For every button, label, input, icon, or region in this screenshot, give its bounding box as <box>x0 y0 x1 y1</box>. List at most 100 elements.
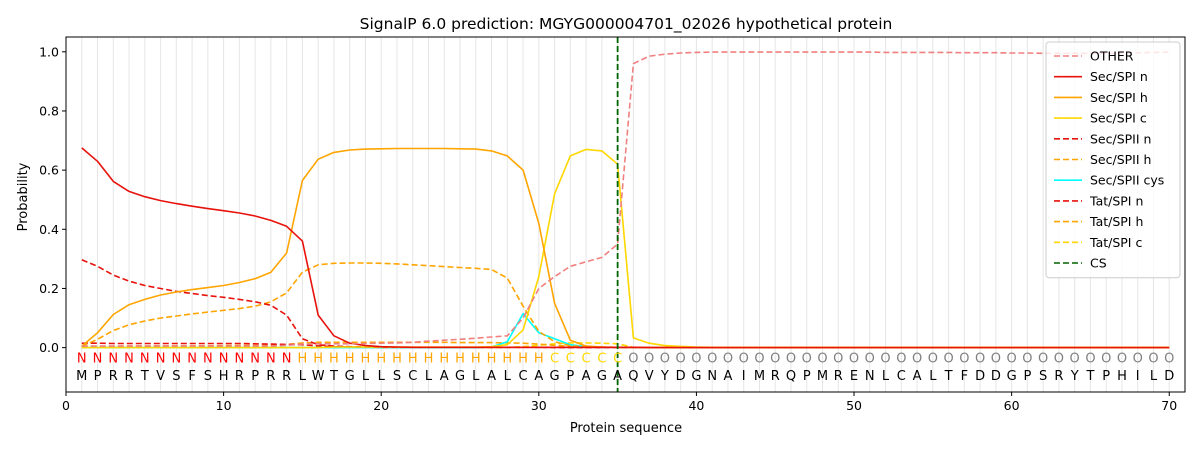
sequence-letter: F <box>188 369 195 384</box>
annotation-letter: O <box>1085 351 1095 366</box>
annotation-letter: O <box>676 351 686 366</box>
annotation-letter: C <box>597 351 606 366</box>
sequence-letter: C <box>519 369 528 384</box>
annotation-letter: O <box>1038 351 1048 366</box>
sequence-letter: P <box>803 369 811 384</box>
axes: 0 10 20 30 40 50 60 70 0.0 0.2 0.4 0.6 0.8 1.0 <box>39 44 1177 413</box>
sequence-letter: G <box>455 369 465 384</box>
chart-title: SignalP 6.0 prediction: MGYG000004701_02… <box>360 15 893 34</box>
annotation-letter: C <box>613 351 622 366</box>
y-tick-label: 0.4 <box>39 222 59 237</box>
annotation-letter: N <box>282 351 292 366</box>
x-axis-label: Protein sequence <box>570 421 682 436</box>
sequence-letter: P <box>1023 369 1031 384</box>
annotation-letter: H <box>502 351 512 366</box>
annotation-letter: O <box>975 351 985 366</box>
sequence-letter: Q <box>628 369 638 384</box>
annotation-letter: H <box>376 351 386 366</box>
sequence-letter: M <box>754 369 765 384</box>
sequence-letter: A <box>582 369 591 384</box>
annotation-letter: O <box>786 351 796 366</box>
sequence-letter: E <box>850 369 858 384</box>
annotation-letter: O <box>912 351 922 366</box>
legend-label: Sec/SPII h <box>1090 152 1151 167</box>
annotation-letter: N <box>171 351 181 366</box>
annotation-letter: N <box>93 351 103 366</box>
sequence-letter: C <box>897 369 906 384</box>
annotation-letter: O <box>1007 351 1017 366</box>
sequence-letter: G <box>691 369 701 384</box>
x-tick-label: 0 <box>62 398 70 413</box>
sequence-letter: R <box>834 369 843 384</box>
sequence-letter: M <box>76 369 87 384</box>
annotation-letter: H <box>471 351 481 366</box>
annotation-letter: O <box>660 351 670 366</box>
sequence-letter: A <box>913 369 922 384</box>
sequence-letter: G <box>345 369 355 384</box>
sequence-letter: R <box>266 369 275 384</box>
sequence-letter: L <box>472 369 480 384</box>
annotation-letter: H <box>345 351 355 366</box>
sequence-letter: I <box>1136 369 1140 384</box>
legend-label: Sec/SPII cys <box>1090 173 1164 188</box>
legend-label: Sec/SPI c <box>1090 111 1147 126</box>
sequence-letter: L <box>362 369 370 384</box>
legend-label: OTHER <box>1090 49 1134 64</box>
sequence-letter: N <box>707 369 717 384</box>
annotation-letter: O <box>896 351 906 366</box>
annotation-letter: O <box>1148 351 1158 366</box>
sequence-letter: L <box>882 369 890 384</box>
sequence-letter: P <box>566 369 574 384</box>
annotation-letter: O <box>644 351 654 366</box>
grid-lines <box>81 37 1170 392</box>
sequence-letter: A <box>487 369 496 384</box>
x-tick-label: 40 <box>688 398 704 413</box>
annotation-letter: O <box>1022 351 1032 366</box>
annotation-letter: H <box>518 351 528 366</box>
sequence-letter: T <box>329 369 338 384</box>
sequence-letter: L <box>1150 369 1158 384</box>
sequence-letter: I <box>742 369 746 384</box>
annotation-letter: O <box>1164 351 1174 366</box>
sequence-letter: S <box>393 369 401 384</box>
y-tick-label: 0.2 <box>39 281 59 296</box>
legend-label: Sec/SPI h <box>1090 90 1148 105</box>
series-line <box>81 51 1170 347</box>
annotation-letter: O <box>1117 351 1127 366</box>
annotation-letter: C <box>582 351 591 366</box>
sequence-letter: L <box>504 369 512 384</box>
legend-label: Sec/SPII n <box>1090 131 1151 146</box>
annotation-letter: O <box>817 351 827 366</box>
sequence-letter: H <box>219 369 229 384</box>
sequence-letter: L <box>425 369 433 384</box>
x-tick-label: 60 <box>1004 398 1020 413</box>
annotation-letter: O <box>628 351 638 366</box>
series-line <box>81 147 1170 349</box>
annotation-letter: O <box>739 351 749 366</box>
annotation-letter: O <box>1133 351 1143 366</box>
y-tick-label: 0.8 <box>39 103 59 118</box>
sequence-letter: Y <box>1070 369 1079 384</box>
sequence-letter: P <box>251 369 259 384</box>
annotation-letter: H <box>487 351 497 366</box>
sequence-letter: D <box>975 369 985 384</box>
sequence-letter: A <box>723 369 732 384</box>
sequence-letters: NMNPNRNRNTNVNSNFNSNHNRNPNRNRHLHWHTHGHLHL… <box>76 351 1174 384</box>
sequence-letter: R <box>235 369 244 384</box>
sequence-letter: S <box>204 369 212 384</box>
x-tick-label: 50 <box>846 398 862 413</box>
sequence-letter: S <box>172 369 180 384</box>
sequence-letter: D <box>1164 369 1174 384</box>
plot-frame <box>65 36 1186 393</box>
annotation-letter: C <box>566 351 575 366</box>
annotation-letter: H <box>455 351 465 366</box>
sequence-letter: T <box>944 369 953 384</box>
y-tick-label: 1.0 <box>39 44 59 59</box>
sequence-letter: R <box>109 369 118 384</box>
legend-label: Tat/SPI c <box>1089 235 1142 250</box>
legend-label: Sec/SPI n <box>1090 69 1148 84</box>
annotation-letter: O <box>770 351 780 366</box>
sequence-letter: G <box>597 369 607 384</box>
annotation-letter: N <box>140 351 150 366</box>
